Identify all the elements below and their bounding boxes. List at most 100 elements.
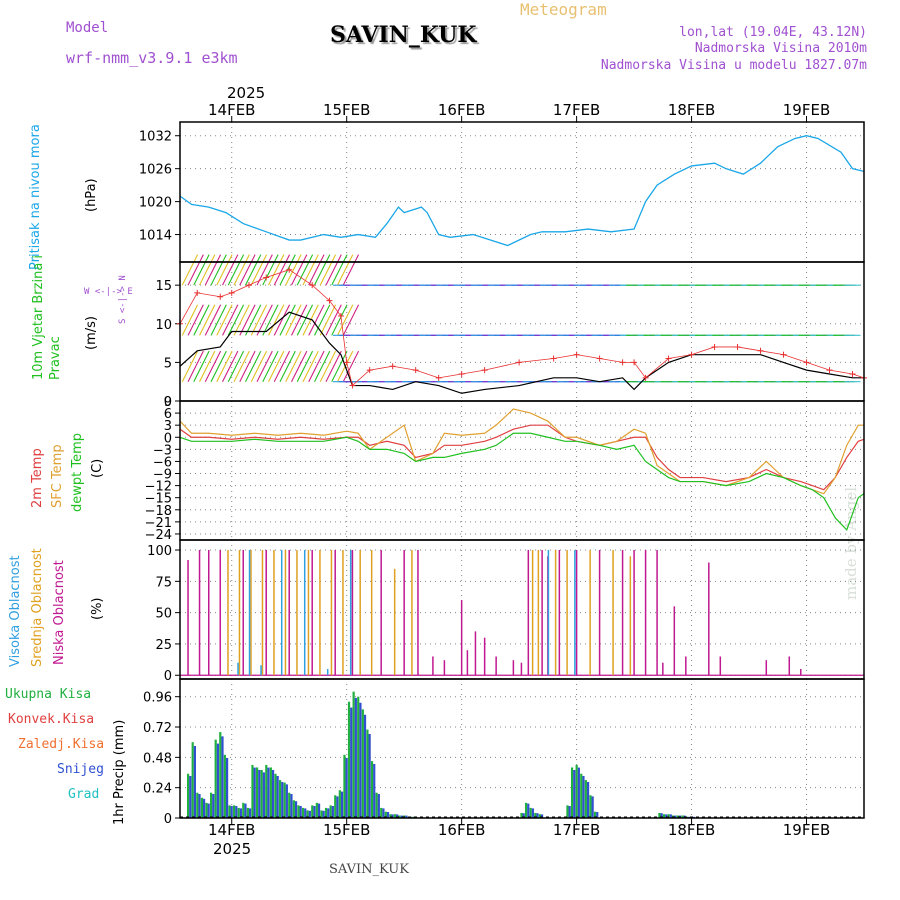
precip-bar-snow [281,781,284,818]
wind-barb [302,254,319,286]
wind-barb [296,350,314,382]
wind-barb [181,254,199,286]
precip-bar-total [292,800,295,818]
y-tick-label: 15 [155,279,172,294]
precip-bar-snow [212,793,215,818]
y-tick-label: 0 [164,395,172,410]
wind-barb [187,254,204,286]
wind-gust-marker [665,355,672,362]
precip-bar-snow [258,769,261,818]
wind-barb [239,254,256,286]
precip-bar-total [375,792,378,818]
precip-bar-snow [596,811,599,818]
precip-bar-snow [198,793,201,818]
wind-barb [342,350,360,382]
wind-barb [233,350,250,382]
wind-barb [331,304,348,336]
precip-bar-total [370,761,374,818]
wind-gust-marker [734,343,741,350]
wind-barb [285,350,302,382]
precip-bar-total [357,696,360,818]
wind-barb [204,304,222,336]
y-tick-label: −15 [145,492,172,507]
wind-gust-marker [550,355,557,362]
precip-bar-total [196,792,199,818]
precip-bar-total [260,769,263,818]
temp-line-1 [179,408,864,495]
precip-bar-snow [235,805,238,818]
y-tick-label: 1032 [139,130,172,145]
wind-barb [222,304,239,336]
precip-bar-total [681,815,684,818]
precip-bar-snow [540,814,544,818]
precip-bar-total [288,792,291,818]
y-tick-label: 100 [147,544,172,559]
wind-barb [199,350,216,382]
wind-barb [199,254,216,286]
precip-bar-snow [244,803,247,818]
wind-barb [204,350,222,382]
precip-bar-snow [230,805,233,818]
precip-bar-total [191,742,194,818]
wind-barb [222,254,239,286]
precip-bar-total [667,814,670,818]
y-tick-label: 6 [164,407,172,422]
precip-bar-total [278,780,282,818]
legend-snow: Snijeg [57,762,104,777]
year-bottom: 2025 [213,840,252,858]
wind-barb [296,254,314,286]
wind-barb [262,350,279,382]
wind-gust-marker [849,370,856,377]
model-altitude-label: Nadmorska Visina u modelu 1827.07m [600,58,867,73]
precip-bar-snow [577,767,580,818]
wind-gust-marker [412,367,419,374]
y-tick-label: 50 [155,607,172,622]
precip-bar-total [251,764,254,818]
y-tick-label: 3 [164,419,172,434]
panel-frame [179,261,865,402]
precip-bar-total [228,805,231,818]
wind-gust-marker [803,359,810,366]
precip-bar-snow [405,815,408,818]
precip-bar-total [209,792,213,818]
precip-bar-total [343,754,346,818]
y-tick-label: 25 [155,638,172,653]
precip-bar-snow [271,769,275,818]
wind-barb [239,350,256,382]
precip-bar-snow [225,757,229,818]
precip-bar-total [566,805,569,818]
precip-bar-snow [391,814,394,818]
precip-bar-total [524,802,528,818]
wind-barb [193,254,210,286]
wind-barb [233,254,250,286]
x-tick-label-top: 15FEB [323,101,370,119]
wind-barb [222,350,239,382]
y-tick-label: −12 [145,480,172,495]
precip-bar-snow [674,815,677,818]
wind-barb [210,304,227,336]
precip-bar-total [352,691,355,818]
y-tick-label: −21 [145,516,172,531]
precip-bar-total [334,795,337,818]
x-tick-label-bottom: 14FEB [208,821,255,839]
precip-bar-total [366,729,369,818]
station-title: SAVIN_KUK [330,22,477,48]
wind-barb [256,350,273,382]
y-tick-label: 0.24 [143,782,172,797]
precip-bar-snow [202,798,206,818]
x-tick-label-bottom: 17FEB [553,821,600,839]
y-tick-label: −18 [145,504,172,519]
precip-bar-total [658,812,661,818]
precip-bar-total [265,764,268,818]
wind-barb [193,350,210,382]
precip-bar-snow [322,810,325,818]
wind-barb [216,254,233,286]
lonlat-label: lon,lat (19.04E, 43.12N) [679,25,867,40]
precip-bar-total [575,764,578,818]
wind-barb [308,350,325,382]
wind-barb [204,254,222,286]
x-tick-label-bottom: 15FEB [323,821,370,839]
precip-bar-snow [531,808,534,818]
x-tick-label-bottom: 18FEB [668,821,715,839]
